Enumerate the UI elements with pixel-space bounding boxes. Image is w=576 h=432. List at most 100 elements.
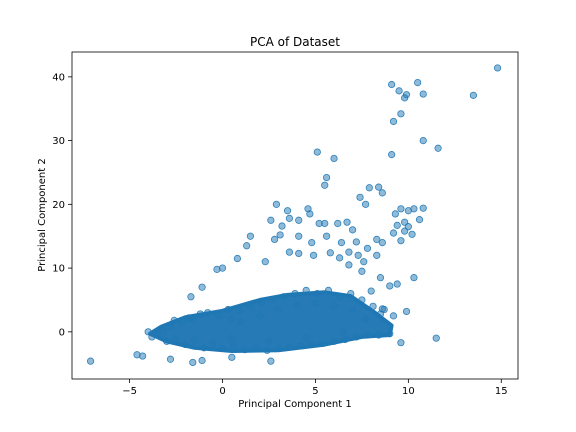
scatter-point — [415, 216, 424, 224]
y-tick-label: 20 — [52, 200, 65, 211]
scatter-point — [330, 154, 338, 163]
scatter-point — [315, 219, 323, 228]
scatter-point — [389, 312, 398, 320]
scatter-point — [493, 64, 502, 72]
scatter-point — [358, 267, 366, 275]
scatter-point — [261, 258, 269, 266]
scatter-point — [397, 205, 405, 213]
scatter-point — [373, 251, 381, 259]
y-tick-label: 10 — [52, 264, 65, 275]
scatter-point — [334, 219, 342, 228]
scatter-point — [397, 237, 405, 245]
x-axis-label: Principal Component 1 — [238, 399, 351, 410]
scatter-point — [276, 231, 284, 239]
scatter-point — [308, 238, 316, 247]
scatter-point — [295, 249, 303, 258]
scatter-point — [376, 310, 385, 318]
y-tick-label: 40 — [52, 72, 65, 83]
scatter-point — [246, 232, 254, 240]
scatter-point — [345, 248, 353, 256]
scatter-point — [285, 214, 294, 222]
scatter-point — [469, 91, 477, 99]
scatter-point — [272, 200, 281, 208]
scatter-point — [434, 144, 442, 152]
scatter-point — [419, 204, 427, 212]
scatter-point — [388, 80, 396, 89]
scatter-point — [322, 232, 331, 240]
scatter-point — [410, 274, 418, 282]
scatter-point — [362, 200, 370, 208]
scatter-point — [283, 207, 292, 215]
scatter-point — [278, 222, 286, 230]
scatter-point — [337, 238, 346, 247]
scatter-point — [393, 221, 401, 229]
y-tick-label: 0 — [59, 327, 65, 338]
scatter-point — [309, 251, 318, 259]
scatter-point — [285, 248, 294, 256]
x-axis-ticks: −5 0 5 10 15 — [122, 379, 508, 397]
scatter-point — [313, 148, 321, 156]
scatter-point — [267, 216, 275, 224]
scatter-point — [189, 358, 197, 367]
x-tick-label: 0 — [219, 386, 225, 397]
plot-area — [71, 51, 519, 380]
scatter-point — [389, 117, 398, 126]
scatter-point — [414, 79, 422, 87]
scatter-point — [304, 205, 312, 213]
x-tick-label: 5 — [312, 386, 318, 397]
scatter-point — [295, 232, 303, 240]
scatter-point — [376, 274, 385, 282]
scatter-point — [391, 210, 399, 218]
scatter-point — [363, 244, 372, 252]
x-tick-label: −5 — [122, 386, 137, 397]
scatter-point — [393, 280, 401, 288]
scatter-point — [321, 181, 329, 189]
scatter-point — [419, 90, 427, 98]
scatter-point — [362, 315, 370, 323]
scatter-point — [365, 184, 373, 192]
scatter-point — [410, 205, 418, 213]
scatter-point — [389, 229, 398, 237]
data-points-layer — [86, 64, 502, 367]
scatter-point — [322, 173, 331, 182]
scatter-point — [367, 287, 375, 295]
scatter-point — [187, 293, 195, 301]
y-tick-label: 30 — [52, 136, 65, 147]
scatter-point — [408, 230, 416, 238]
scatter-point — [335, 254, 344, 262]
scatter-point — [243, 242, 251, 250]
chart-title: PCA of Dataset — [250, 35, 340, 49]
scatter-point — [375, 183, 383, 191]
y-axis-label: Principal Component 2 — [37, 158, 48, 271]
scatter-point — [419, 137, 427, 145]
x-tick-label: 15 — [495, 386, 508, 397]
scatter-point — [198, 356, 206, 365]
scatter-point — [139, 352, 147, 360]
scatter-point — [388, 151, 396, 159]
scatter-point — [352, 238, 360, 246]
scatter-point — [401, 218, 409, 226]
scatter-point — [395, 87, 403, 95]
scatter-point — [402, 307, 411, 316]
scatter-point — [386, 282, 394, 290]
x-tick-label: 10 — [402, 386, 415, 397]
y-axis-ticks: 0 10 20 30 40 — [52, 72, 72, 338]
scatter-point — [198, 283, 206, 291]
scatter-point — [354, 251, 362, 259]
scatter-point — [378, 238, 386, 247]
scatter-point — [233, 254, 241, 263]
axes-border — [71, 51, 519, 380]
scatter-point — [356, 193, 364, 201]
dense-point-cluster — [148, 290, 394, 353]
scatter-point — [213, 265, 221, 273]
scatter-point — [86, 357, 95, 365]
scatter-point — [397, 339, 405, 347]
scatter-point — [343, 218, 351, 226]
scatter-point — [345, 261, 353, 269]
scatter-point — [349, 226, 357, 234]
scatter-point — [397, 110, 405, 118]
scatter-point — [228, 353, 236, 361]
scatter-point — [166, 355, 175, 363]
scatter-point — [373, 235, 381, 243]
